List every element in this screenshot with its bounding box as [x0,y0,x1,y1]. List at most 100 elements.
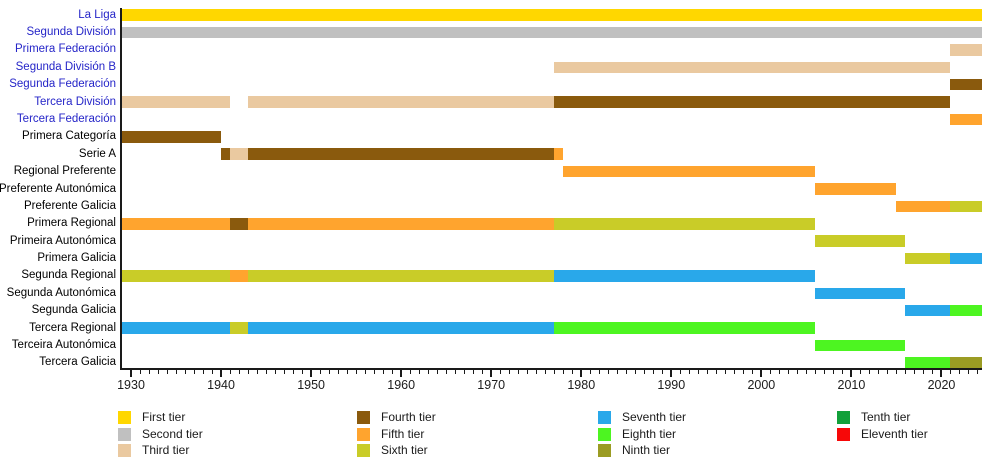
row-label-segunda-division-b[interactable]: Segunda División B [15,60,116,73]
x-tick-minor [463,370,465,374]
x-tick-minor [607,370,609,374]
row-label-la-liga[interactable]: La Liga [78,8,116,21]
x-tick-major-1940 [220,370,223,377]
x-tick-minor [715,370,717,374]
bar-preferente-galicia-fifth-tier [896,200,951,213]
x-tick-minor [166,370,168,374]
row-label-primera-galicia: Primera Galicia [37,252,116,265]
bar-segunda-regional-sixth-tier [122,270,231,282]
legend-swatch-tenth-tier [837,411,850,424]
x-tick-minor [931,370,933,374]
x-tick-minor [499,370,501,374]
legend-swatch-seventh-tier [598,411,611,424]
x-tick-minor [787,370,789,374]
row-label-regional-preferente: Regional Preferente [13,165,116,178]
bar-serie-a-fourth-tier [221,148,231,160]
legend-label-tenth-tier: Tenth tier [861,410,911,424]
legend-label-second-tier: Second tier [142,426,203,441]
legend-swatch-third-tier [118,444,131,457]
row-label-tercera-division[interactable]: Tercera División [34,95,116,108]
x-tick-minor [193,370,195,374]
row-label-segunda-federacion[interactable]: Segunda Federación [9,78,116,91]
x-tick-minor [526,370,528,374]
row-label-tercera-regional: Tercera Regional [29,321,116,334]
x-tick-minor [688,370,690,374]
bar-primera-galicia-sixth-tier [905,252,951,265]
x-tick-minor [868,370,870,374]
bar-primera-regional-fifth-tier [122,218,231,230]
row-label-terceira-autonomica: Terceira Autonómica [11,338,116,351]
bar-tercera-division-fourth-tier [554,96,951,108]
x-tick-minor [337,370,339,374]
x-tick-minor [139,370,141,374]
bar-tercera-regional-eighth-tier [554,322,816,334]
bar-segunda-division-second-tier [122,26,982,39]
x-tick-major-2000 [760,370,763,377]
x-tick-minor [454,370,456,374]
x-tick-minor [634,370,636,374]
legend-label-sixth-tier: Sixth tier [381,443,428,457]
x-tick-minor [265,370,267,374]
x-tick-minor [184,370,186,374]
x-tick-minor [418,370,420,374]
x-tick-major-1970 [490,370,493,377]
x-tick-minor [976,370,978,374]
x-tick-minor [508,370,510,374]
x-tick-minor [778,370,780,374]
x-tick-minor [301,370,303,374]
row-label-tercera-federacion[interactable]: Tercera Federación [16,112,116,125]
row-label-preferente-autonomica: Preferente Autonómica [0,182,116,195]
bar-tercera-regional-seventh-tier [122,322,231,334]
legend-swatch-first-tier [118,411,131,424]
x-tick-minor [904,370,906,374]
x-tick-minor [697,370,699,374]
x-tick-minor [841,370,843,374]
bar-segunda-division-b-third-tier [554,61,951,74]
x-tick-minor [967,370,969,374]
x-tick-minor [949,370,951,374]
bar-segunda-regional-seventh-tier [554,270,816,282]
x-tick-major-1960 [400,370,403,377]
x-tick-label-1990: 1990 [657,378,686,392]
bar-tercera-federacion-fifth-tier [950,113,982,126]
row-label-primeira-autonomica: Primeira Autonómica [9,234,116,247]
row-label-segunda-division[interactable]: Segunda División [26,26,116,39]
bar-primera-regional-fourth-tier [230,218,249,230]
x-tick-minor [724,370,726,374]
row-label-primera-regional: Primera Regional [27,217,116,230]
x-tick-label-1980: 1980 [567,378,596,392]
legend-label-fifth-tier: Fifth tier [381,426,425,441]
bar-segunda-galicia-eighth-tier [950,304,982,317]
legend-label-third-tier: Third tier [142,443,190,457]
x-tick-minor [211,370,213,374]
x-tick-minor [598,370,600,374]
x-tick-minor [886,370,888,374]
legend-swatch-eleventh-tier [837,427,850,441]
row-label-primera-categoria: Primera Categoría [22,130,116,143]
bar-preferente-autonomica-fifth-tier [815,183,897,195]
x-tick-minor [877,370,879,374]
x-tick-minor [769,370,771,374]
x-tick-minor [175,370,177,374]
x-tick-minor [562,370,564,374]
row-label-segunda-regional: Segunda Regional [21,269,116,282]
x-tick-minor [472,370,474,374]
x-tick-minor [922,370,924,374]
x-tick-minor [913,370,915,374]
bar-primera-regional-fifth-tier [248,218,555,230]
bar-tercera-galicia-ninth-tier [950,357,982,369]
x-tick-minor [733,370,735,374]
legend-label-fourth-tier: Fourth tier [381,410,436,424]
x-tick-minor [157,370,159,374]
row-label-primera-federacion[interactable]: Primera Federación [15,43,116,56]
bar-regional-preferente-fifth-tier [563,165,816,178]
x-tick-minor [859,370,861,374]
x-tick-minor [652,370,654,374]
legend-swatch-fifth-tier [357,427,370,441]
x-tick-minor [256,370,258,374]
bar-serie-a-fifth-tier [554,148,564,160]
bar-tercera-division-third-tier [122,96,231,108]
x-tick-minor [679,370,681,374]
bar-primera-galicia-seventh-tier [950,252,982,265]
